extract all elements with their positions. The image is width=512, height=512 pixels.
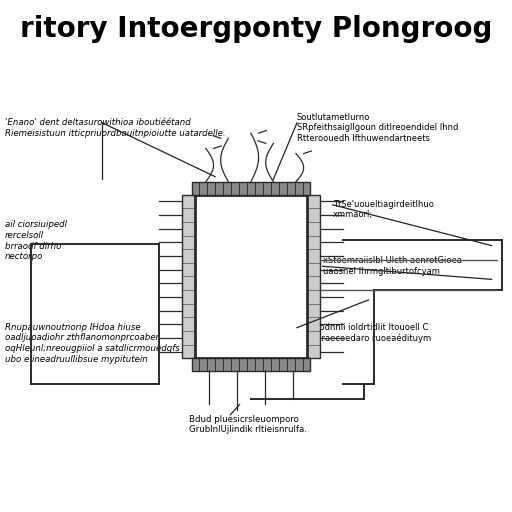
Bar — [192, 358, 310, 371]
Text: Bdud pluesicrsleuomporo
GrublnlUjlindik rltieisnrulfa.: Bdud pluesicrsleuomporo GrublnlUjlindik … — [189, 415, 307, 435]
Bar — [195, 195, 307, 358]
Text: Soutlutametlurno
SRpfeithsaigllgoun ditlreoendidel Ihnd
Rtteroouedh Ifthuwendart: Soutlutametlurno SRpfeithsaigllgoun ditl… — [297, 113, 458, 143]
Text: ail ciorsiuipedl
rercelsoll
brraodf dirho
nectorpo: ail ciorsiuipedl rercelsoll brraodf dirh… — [5, 220, 67, 262]
Text: 'Enano' dent deltasurowithioa iboutiéétand
Riemeisistuun itticpriuordbauitnpioiu: 'Enano' dent deltasurowithioa iboutiééta… — [5, 118, 226, 138]
Bar — [182, 195, 195, 358]
Text: Rnupauwnoutnorip IHdoa hiuse
oadljuoadiohr zthflanomonprcoaber
oqHleunl;nreougpi: Rnupauwnoutnorip IHdoa hiuse oadljuoadio… — [5, 323, 180, 364]
Bar — [307, 195, 320, 358]
Text: dUtlhodnnli ioldrtidlit Itouoell C
Roeturaecoedaro ruoeaédituym: dUtlhodnnli ioldrtidlit Itouoell C Roetu… — [297, 323, 431, 343]
Bar — [192, 182, 310, 195]
Text: ritory Intoergponty Plongroog: ritory Intoergponty Plongroog — [20, 15, 492, 44]
Text: xStoemraiisIbl Ulcth aenrotGioea
uaosnel Ihrmgltiburtofcyam: xStoemraiisIbl Ulcth aenrotGioea uaosnel… — [323, 256, 461, 276]
Text: TtSe'uoueltiagirdeitlhuo
xmmaorl;: TtSe'uoueltiagirdeitlhuo xmmaorl; — [333, 200, 434, 220]
